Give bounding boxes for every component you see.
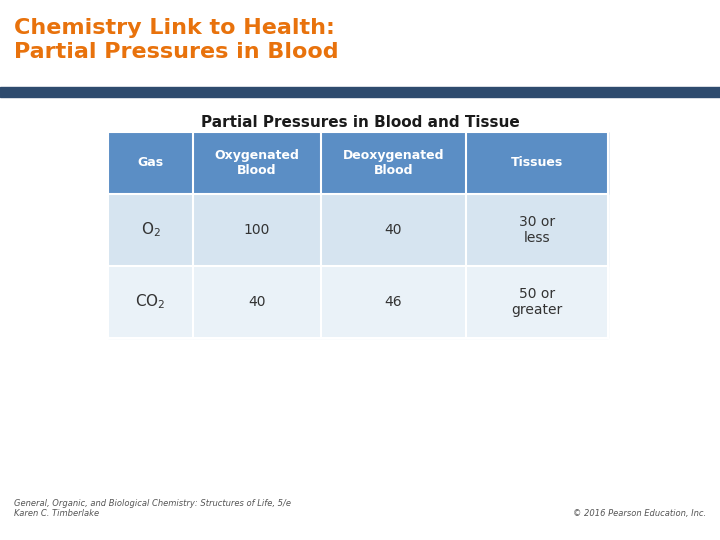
Bar (0, 87, 720, 97)
Bar (193, 194, 321, 266)
Bar (108, 194, 193, 266)
Text: Oxygenated
Blood: Oxygenated Blood (215, 149, 300, 177)
Text: 100: 100 (244, 223, 270, 237)
Text: Deoxygenated
Blood: Deoxygenated Blood (343, 149, 444, 177)
Bar (108, 266, 193, 338)
Text: Chemistry Link to Health:: Chemistry Link to Health: (14, 18, 335, 38)
Text: 40: 40 (248, 295, 266, 309)
Bar (193, 132, 321, 194)
Bar (108, 132, 608, 338)
Text: Tissues: Tissues (511, 157, 563, 170)
Text: $\mathrm{O_2}$: $\mathrm{O_2}$ (140, 221, 161, 239)
Bar (193, 266, 321, 338)
Text: General, Organic, and Biological Chemistry: Structures of Life, 5/e
Karen C. Tim: General, Organic, and Biological Chemist… (14, 498, 291, 518)
Text: Gas: Gas (138, 157, 163, 170)
Text: Partial Pressures in Blood: Partial Pressures in Blood (14, 42, 338, 62)
Text: 46: 46 (384, 295, 402, 309)
Text: Partial Pressures in Blood and Tissue: Partial Pressures in Blood and Tissue (201, 115, 519, 130)
Bar (108, 132, 193, 194)
Bar (466, 266, 608, 338)
Bar (321, 266, 466, 338)
Text: 30 or
less: 30 or less (519, 215, 555, 245)
Text: $\mathrm{CO_2}$: $\mathrm{CO_2}$ (135, 293, 166, 312)
Bar (321, 194, 466, 266)
Text: © 2016 Pearson Education, Inc.: © 2016 Pearson Education, Inc. (573, 509, 706, 518)
Bar (321, 132, 466, 194)
Bar (466, 132, 608, 194)
Bar (466, 194, 608, 266)
Bar (0, 0, 720, 97)
Text: 40: 40 (384, 223, 402, 237)
Text: 50 or
greater: 50 or greater (511, 287, 562, 317)
